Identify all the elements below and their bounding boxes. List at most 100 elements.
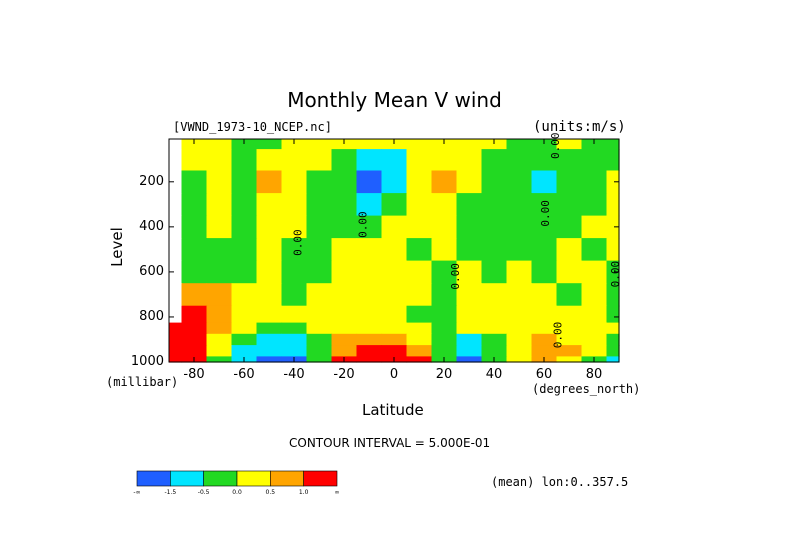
y-tick-label: 200 <box>139 173 164 189</box>
field-cell <box>581 139 608 150</box>
field-cell <box>556 170 583 194</box>
colorbar-swatch <box>203 470 238 487</box>
field-cell <box>431 345 458 357</box>
field-cell <box>456 170 483 194</box>
field-cell <box>181 322 208 335</box>
field-cell <box>606 238 620 262</box>
field-cell <box>331 305 358 324</box>
x-tick-label: -20 <box>333 367 355 382</box>
field-cell <box>231 149 258 172</box>
x-axis-label: Latitude <box>362 401 424 419</box>
field-cell <box>531 333 558 346</box>
colorbar-label: -∞ <box>133 489 140 496</box>
field-cell <box>431 238 458 262</box>
field-cell <box>556 322 583 335</box>
field-cell <box>181 170 208 194</box>
field-cell <box>481 193 508 217</box>
field-cell <box>281 215 308 239</box>
field-cell <box>506 322 533 335</box>
field-cell <box>231 238 258 262</box>
field-cell <box>231 193 258 217</box>
field-cell <box>281 260 308 284</box>
x-tick-label: 0 <box>389 367 399 382</box>
field-cell <box>281 238 308 262</box>
field-cell <box>356 283 383 307</box>
field-cell <box>231 139 258 150</box>
field-cell <box>406 238 433 262</box>
colorbar: -∞ -1.5 -0.5 0.0 0.5 1.0 ∞ <box>133 470 340 496</box>
contour-label: 0.00 <box>552 322 565 349</box>
field-cell <box>506 193 533 217</box>
field-cell <box>381 345 408 357</box>
field-cell <box>256 193 283 217</box>
field-cell <box>281 322 308 335</box>
field-cell <box>481 170 508 194</box>
field-cell <box>181 149 208 172</box>
field-cell <box>406 322 433 335</box>
field-cell <box>169 322 183 335</box>
field-cell <box>456 283 483 307</box>
field-cell <box>281 283 308 307</box>
field-cell <box>181 333 208 346</box>
y-tick-label: 600 <box>139 263 164 279</box>
field-cell <box>331 215 358 239</box>
field-cell <box>431 170 458 194</box>
field-cell <box>606 305 620 324</box>
field-cell <box>356 322 383 335</box>
field-cell <box>181 260 208 284</box>
field-cell <box>456 305 483 324</box>
colorbar-swatch <box>303 470 338 487</box>
field-cell <box>331 333 358 346</box>
field-cell <box>306 215 333 239</box>
axis-ticks <box>169 139 619 363</box>
field-cell <box>356 215 383 239</box>
field-cell <box>481 333 508 346</box>
field-cell <box>406 260 433 284</box>
field-cell <box>581 149 608 172</box>
mean-longitude-note: (mean) lon:0..357.5 <box>491 475 629 489</box>
field-cell <box>456 333 483 346</box>
field-cell <box>206 139 233 150</box>
colorbar-label: -0.5 <box>198 489 210 496</box>
contour-label: 0.00 <box>549 133 562 160</box>
field-cell <box>381 149 408 172</box>
contour-label: 0.00 <box>449 263 462 290</box>
field-cell <box>181 345 208 357</box>
field-cell <box>606 170 620 194</box>
field-cell <box>506 149 533 172</box>
field-cell <box>356 238 383 262</box>
field-cell <box>606 260 620 284</box>
field-cell <box>306 345 333 357</box>
field-cell <box>331 322 358 335</box>
field-cell <box>456 193 483 217</box>
field-cell <box>169 238 183 262</box>
field-cell <box>169 193 183 217</box>
field-cell <box>431 149 458 172</box>
field-cell <box>356 139 383 150</box>
field-cell <box>306 322 333 335</box>
field-cell <box>256 215 283 239</box>
field-cell <box>531 170 558 194</box>
field-cell <box>506 283 533 307</box>
field-cell <box>306 149 333 172</box>
field-cell <box>356 333 383 346</box>
field-cell <box>406 305 433 324</box>
field-cell <box>206 215 233 239</box>
field-cell <box>306 139 333 150</box>
field-cell <box>169 215 183 239</box>
field-cell <box>381 322 408 335</box>
field-cell <box>231 345 258 357</box>
field-cell <box>206 260 233 284</box>
field-cell <box>556 149 583 172</box>
field-cell <box>381 238 408 262</box>
field-cell <box>206 149 233 172</box>
field-cell <box>331 260 358 284</box>
field-cell <box>406 215 433 239</box>
field-cell <box>431 322 458 335</box>
field-cell <box>456 260 483 284</box>
field-cell <box>281 305 308 324</box>
field-cell <box>531 139 558 150</box>
field-cell <box>281 345 308 357</box>
field-cell <box>356 356 383 363</box>
